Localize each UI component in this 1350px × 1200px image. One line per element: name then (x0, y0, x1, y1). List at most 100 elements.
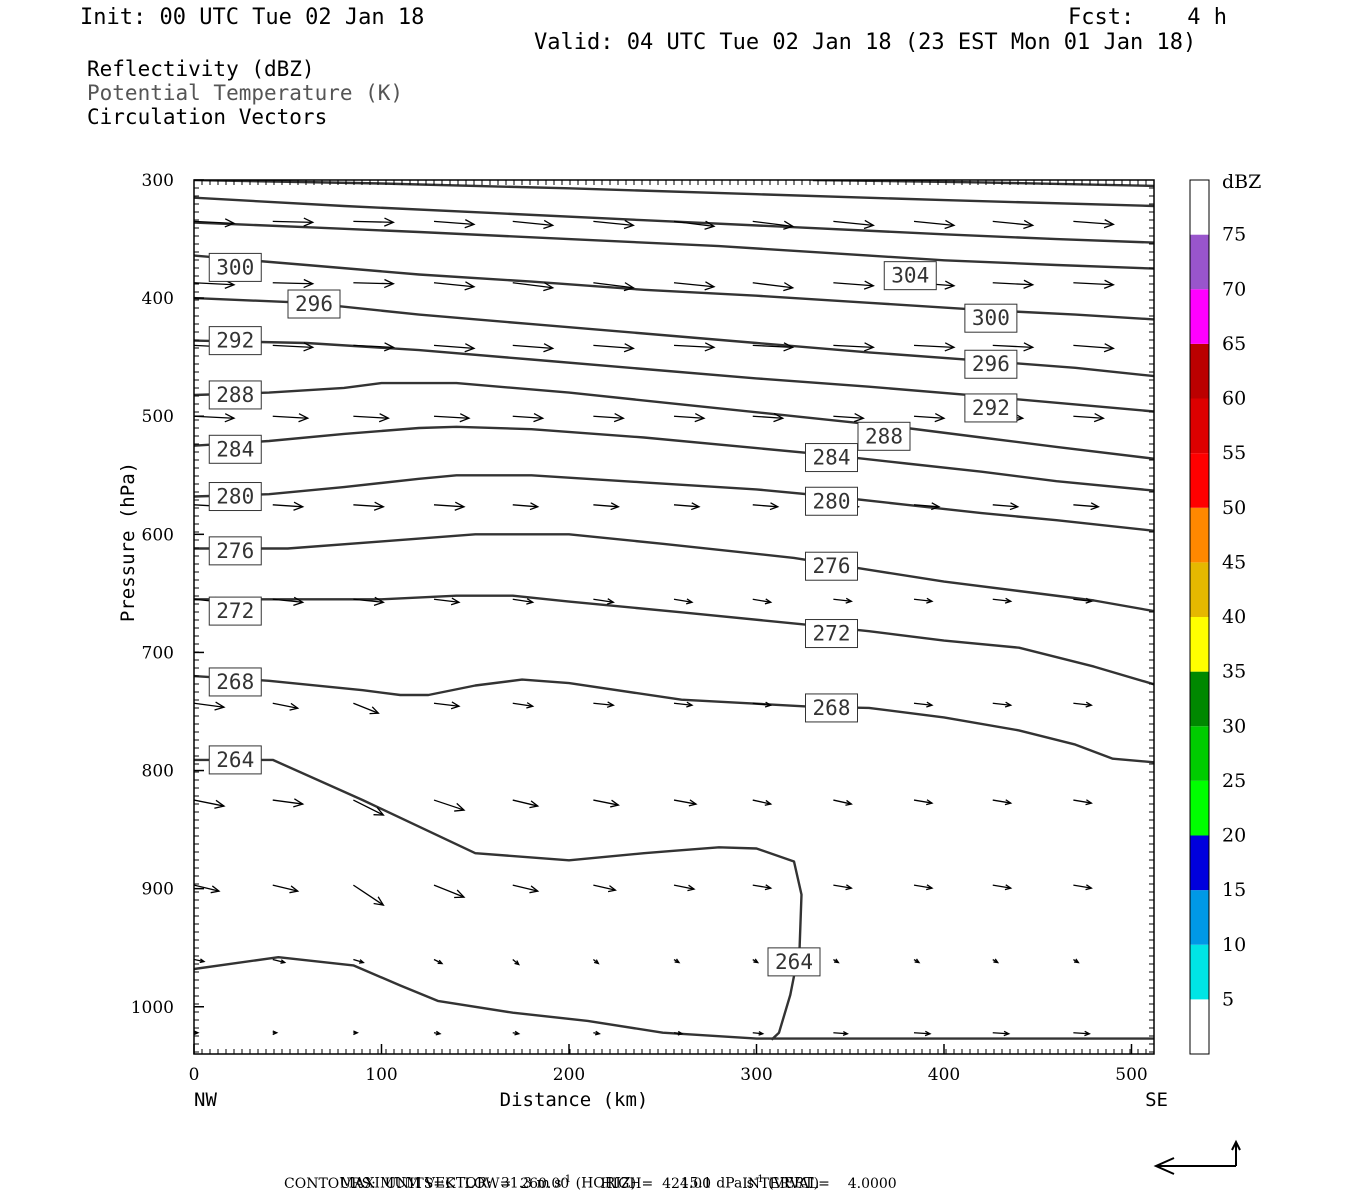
colorbar: 5 10 15 20 25 30 35 40 45 50 55 60 65 70 75 dBZ (1189, 171, 1261, 1055)
vector-shaft (913, 884, 933, 889)
contour-label-box (208, 482, 262, 512)
vector-shaft (1153, 1032, 1154, 1034)
vector-head (224, 218, 236, 228)
colorbar-segment (1190, 999, 1209, 1054)
vector-head (454, 889, 466, 899)
circulation-vector (1153, 885, 1172, 890)
vector-shaft (272, 282, 313, 285)
contour-label-box (857, 421, 911, 451)
contour-label-text: 264 (775, 950, 813, 974)
legend-potential-temperature: Potential Temperature (K) (87, 81, 404, 105)
vector-shaft (593, 702, 614, 706)
vector-head (358, 959, 365, 964)
vector-shaft (433, 344, 475, 349)
circulation-vector (992, 597, 1013, 604)
colorbar-segment (1190, 507, 1209, 563)
contour-label-280: 280 (805, 486, 858, 516)
circulation-vector (1153, 703, 1154, 704)
contour-label-300: 300 (208, 252, 262, 282)
circulation-vector (512, 219, 555, 230)
vector-shaft (593, 415, 624, 419)
vector-shaft (752, 504, 778, 508)
circulation-vector (353, 596, 385, 607)
vector-head (1004, 597, 1013, 604)
circulation-vector (433, 597, 461, 606)
vector-head (677, 1030, 684, 1036)
circulation-vector (833, 342, 875, 352)
vector-shaft (353, 884, 384, 906)
vector-shaft (1073, 598, 1092, 602)
vector-head (687, 884, 696, 892)
contour-label-box (805, 693, 858, 723)
vector-head (694, 413, 706, 423)
vector-head (384, 217, 395, 227)
circulation-vector (593, 884, 617, 893)
circulation-vector (272, 501, 305, 511)
vector-shaft (512, 598, 533, 603)
vector-head (753, 958, 760, 964)
vector-shaft (673, 220, 715, 227)
legend-circulation-vectors: Circulation Vectors (87, 105, 328, 129)
vector-head (914, 958, 921, 964)
vector-head (704, 220, 716, 230)
contour-label-304: 304 (883, 261, 937, 291)
vector-shaft (194, 702, 225, 708)
vector-shaft (353, 344, 394, 349)
vector-shaft (353, 282, 394, 285)
circulation-vector (913, 219, 956, 230)
vector-head (454, 501, 466, 511)
vector-shaft (1073, 884, 1092, 889)
vector-shaft (433, 504, 465, 508)
colorbar-title: dBZ (1222, 171, 1261, 193)
contour-label-text: 268 (813, 696, 851, 720)
vector-head (1073, 958, 1080, 964)
circulation-vector (593, 799, 620, 808)
vector-head (926, 799, 934, 806)
max-vector-vert-exp: -1 (753, 1174, 764, 1185)
vector-shaft (752, 282, 793, 289)
vector-shaft (913, 415, 945, 419)
vector-head (280, 959, 287, 964)
vector-shaft (1073, 702, 1092, 706)
vector-head (773, 413, 785, 423)
vector-shaft (194, 799, 225, 807)
circulation-vector (272, 413, 310, 423)
vector-head (704, 342, 716, 352)
vector-shaft (353, 958, 364, 964)
max-vector-vert-tag: (VERT) (768, 1175, 820, 1192)
circulation-vector (913, 958, 921, 964)
vector-head (1085, 701, 1093, 708)
vector-shaft (1073, 282, 1114, 286)
vector-shaft (752, 1032, 763, 1035)
circulation-vector (992, 502, 1020, 511)
circulation-vector (433, 958, 444, 965)
circulation-vector (593, 413, 625, 423)
circulation-vector (673, 281, 716, 291)
vector-shaft (833, 415, 864, 419)
vector-shaft (992, 884, 1011, 889)
vector-shaft (1073, 220, 1114, 225)
vector-head (373, 596, 385, 607)
vector-head (1009, 502, 1020, 511)
y-tick-label: 800 (142, 762, 174, 782)
vector-head (514, 960, 520, 966)
circulation-vector (1073, 799, 1093, 806)
y-tick-label: 600 (142, 525, 174, 545)
colorbar-segment (1190, 398, 1209, 454)
vector-shaft (992, 799, 1011, 804)
vector-head (529, 502, 540, 511)
theta-contour-304 (194, 221, 1154, 270)
vector-shaft (512, 884, 538, 892)
init-time: Init: 00 UTC Tue 02 Jan 18 (80, 5, 425, 30)
vector-head (944, 219, 956, 230)
vector-head (526, 598, 535, 605)
contour-label-box (964, 303, 1018, 333)
contour-label-box (805, 619, 858, 649)
vector-shaft (272, 702, 298, 709)
circulation-vector (913, 413, 946, 423)
contour-label-272: 272 (805, 619, 858, 649)
vector-head (1166, 885, 1172, 890)
vector-shaft (833, 282, 874, 287)
circulation-vector (1073, 279, 1115, 289)
x-tick-label: 0 (189, 1065, 200, 1085)
